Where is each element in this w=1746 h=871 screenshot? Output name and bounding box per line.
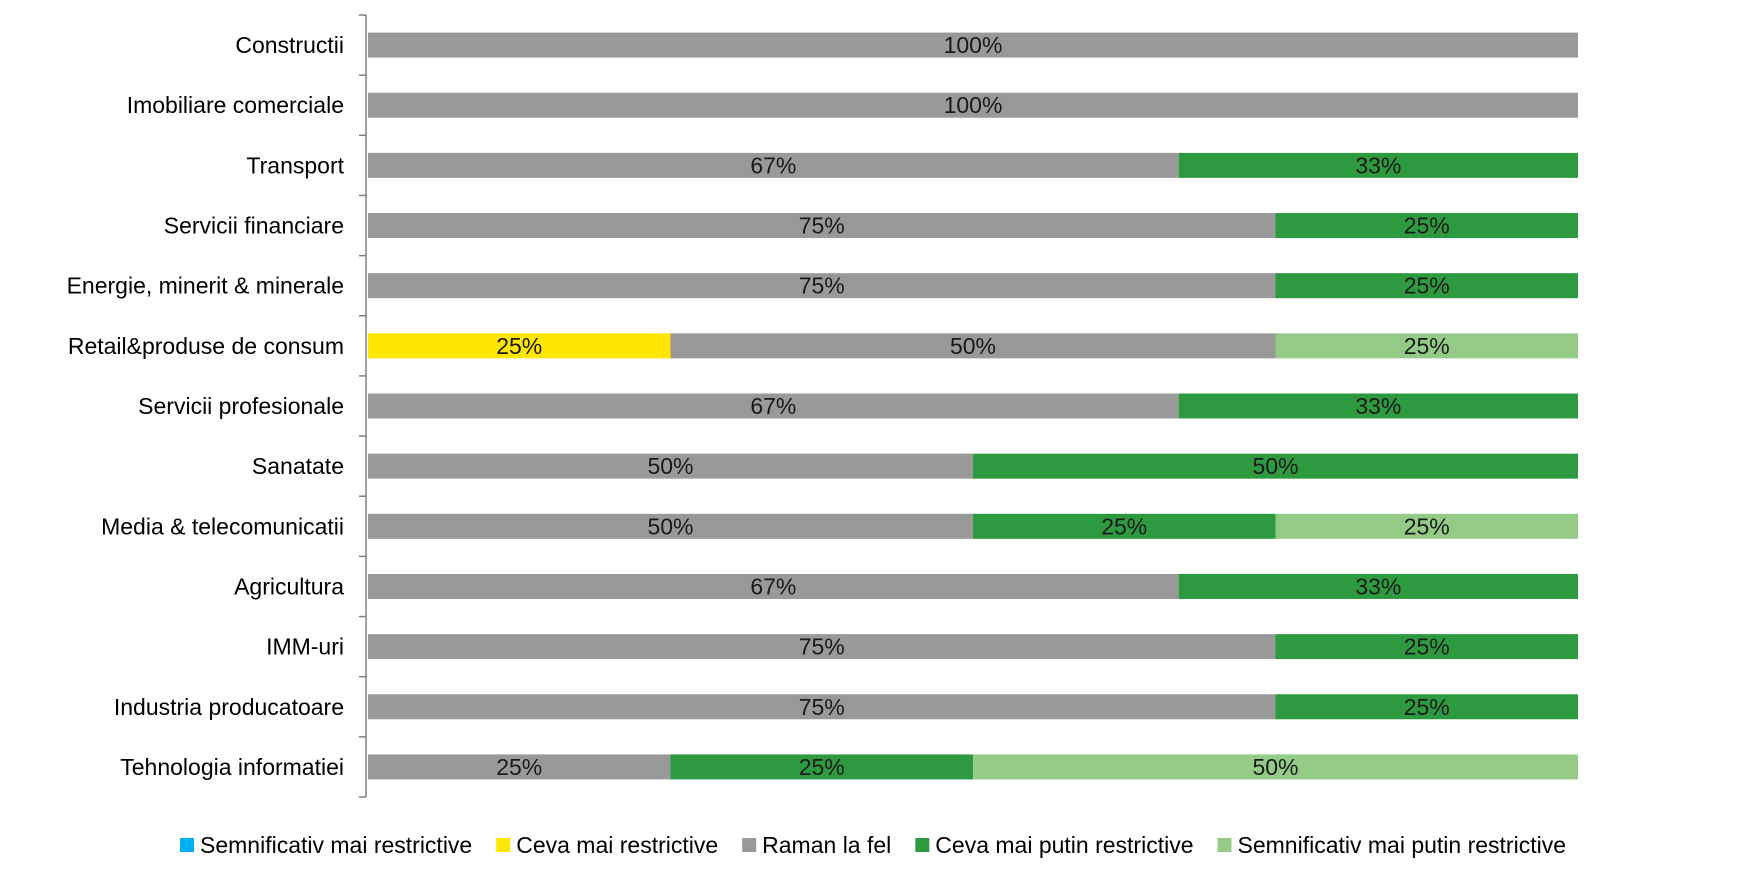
category-label: Servicii financiare — [164, 213, 344, 239]
legend-item: Ceva mai restrictive — [496, 832, 718, 858]
data-label: 67% — [750, 152, 796, 178]
category-label: Industria producatoare — [114, 694, 344, 720]
data-label: 75% — [799, 634, 845, 660]
category-label: Servicii profesionale — [138, 393, 344, 419]
bar-segment — [368, 92, 1578, 118]
data-label: 33% — [1355, 152, 1401, 178]
bar-segment — [1275, 513, 1578, 539]
data-label: 75% — [799, 213, 845, 239]
data-label: 50% — [1252, 754, 1298, 780]
category-labels: Constructii Imobiliare comerciale Transpor… — [67, 32, 345, 780]
legend-label: Semnificativ mai restrictive — [200, 832, 472, 858]
bar-segment — [1275, 634, 1578, 660]
bar-segment — [973, 513, 1276, 539]
category-label: Media & telecomunicatii — [101, 513, 344, 539]
legend-item: Raman la fel — [742, 832, 891, 858]
category-axis — [359, 14, 367, 798]
legend-swatch — [915, 838, 930, 852]
legend: Semnificativ mai restrictive Ceva mai res… — [180, 832, 1566, 858]
bar-segment — [368, 333, 671, 359]
bar-segment — [973, 754, 1578, 780]
data-label: 67% — [750, 393, 796, 419]
bar-segment — [1275, 694, 1578, 720]
legend-swatch — [742, 838, 757, 852]
bar-segment — [368, 754, 671, 780]
data-label: 33% — [1355, 573, 1401, 599]
bar-segment — [368, 273, 1276, 299]
legend-label: Raman la fel — [762, 832, 891, 858]
data-label: 25% — [1404, 634, 1450, 660]
legend-label: Ceva mai putin restrictive — [935, 832, 1193, 858]
bar-segment — [1275, 333, 1578, 359]
bar-segment — [368, 32, 1578, 58]
data-label: 50% — [1252, 453, 1298, 479]
legend-label: Ceva mai restrictive — [516, 832, 718, 858]
bar-segment — [1275, 273, 1578, 299]
category-label: Tehnologia informatiei — [120, 754, 344, 780]
bar-segment — [368, 634, 1276, 660]
bar-segment — [368, 513, 973, 539]
data-label: 75% — [799, 694, 845, 720]
legend-item: Ceva mai putin restrictive — [915, 832, 1194, 858]
data-label: 75% — [799, 273, 845, 299]
data-label: 33% — [1355, 393, 1401, 419]
bar-segment — [670, 754, 973, 780]
category-label: Sanatate — [252, 453, 344, 479]
data-label: 25% — [1404, 333, 1450, 359]
category-label: IMM-uri — [266, 634, 344, 660]
legend-label: Semnificativ mai putin restrictive — [1238, 832, 1567, 858]
category-label: Agricultura — [234, 573, 344, 599]
data-label: 25% — [1404, 273, 1450, 299]
data-label: 50% — [647, 513, 693, 539]
data-label: 25% — [496, 333, 542, 359]
legend-item: Semnificativ mai restrictive — [180, 832, 472, 858]
category-label: Retail&produse de consum — [68, 333, 344, 359]
category-label: Transport — [246, 152, 344, 178]
data-label: 25% — [496, 754, 542, 780]
bar-segment — [368, 694, 1276, 720]
data-label: 67% — [750, 573, 796, 599]
bar-segment — [1275, 213, 1578, 239]
bars-layer: 100% 100% 67% 33% 75% 25% 75% 25% 25% 50% 25% 67% 33… — [368, 32, 1578, 780]
data-label: 25% — [1101, 513, 1147, 539]
legend-item: Semnificativ mai putin restrictive — [1217, 832, 1567, 858]
legend-swatch — [496, 838, 511, 852]
data-label: 100% — [944, 92, 1003, 118]
bar-segment — [1178, 152, 1578, 178]
data-label: 25% — [1404, 513, 1450, 539]
category-label: Energie, minerit & minerale — [67, 273, 344, 299]
bar-segment — [368, 453, 973, 479]
bar-segment — [1178, 393, 1578, 419]
category-label: Constructii — [235, 32, 344, 58]
bar-segment — [1178, 573, 1578, 599]
bar-segment — [368, 393, 1179, 419]
data-label: 50% — [950, 333, 996, 359]
data-label: 25% — [799, 754, 845, 780]
data-label: 25% — [1404, 213, 1450, 239]
legend-swatch — [180, 838, 194, 852]
bar-segment — [973, 453, 1578, 479]
bar-segment — [368, 152, 1179, 178]
category-label: Imobiliare comerciale — [127, 92, 344, 118]
data-label: 100% — [944, 32, 1003, 58]
data-label: 50% — [647, 453, 693, 479]
bar-segment — [368, 573, 1179, 599]
legend-swatch — [1217, 838, 1232, 852]
bar-segment — [670, 333, 1276, 359]
bar-segment — [368, 213, 1276, 239]
data-label: 25% — [1404, 694, 1450, 720]
